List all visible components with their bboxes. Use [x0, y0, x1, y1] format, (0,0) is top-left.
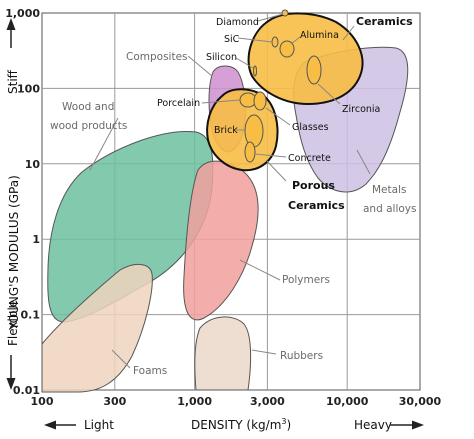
y-tick-label: 1,000 — [5, 7, 40, 20]
x-label-heavy: Heavy — [354, 418, 392, 432]
y-tick-label: 0.01 — [13, 384, 40, 397]
y-tick-labels: 0.01 0.1 1 10 100 1,000 — [5, 7, 40, 397]
leader-zirconia — [317, 83, 341, 105]
label-glasses: Glasses — [292, 122, 329, 133]
y-tick-label: 100 — [17, 82, 40, 95]
region-shapes — [41, 12, 409, 393]
leader-porcelain — [201, 99, 241, 104]
leader-porous — [265, 159, 287, 182]
label-wood-line2: wood products — [50, 120, 127, 132]
x-tick-label: 30,000 — [399, 395, 442, 408]
x-tick-label: 100 — [31, 395, 54, 408]
label-silicon: Silicon — [206, 52, 237, 63]
region-wood — [47, 131, 214, 323]
x-tick-label: 300 — [103, 395, 126, 408]
leader-glasses — [265, 107, 291, 126]
shape-alumina — [279, 40, 295, 58]
shape-diamond — [281, 9, 289, 17]
y-tick-label: 1 — [32, 233, 40, 246]
shape-brick — [244, 114, 264, 148]
label-alumina: Alumina — [300, 30, 339, 41]
x-tick-label: 10,000 — [326, 395, 369, 408]
x-tick-label: 3,000 — [250, 395, 285, 408]
leader-lines — [89, 13, 371, 369]
x-label-light: Light — [84, 418, 114, 432]
region-polymers — [183, 160, 259, 321]
x-axis-title-end: ) — [287, 418, 292, 432]
shape-concrete — [244, 141, 256, 163]
material-shapes — [239, 9, 322, 163]
label-brick: Brick — [214, 125, 238, 136]
shape-sic — [271, 36, 279, 48]
label-rubbers: Rubbers — [280, 350, 323, 362]
y-tick-label: 0.1 — [21, 309, 41, 322]
label-foams: Foams — [133, 365, 167, 377]
leader-silicon — [235, 57, 254, 69]
leader-diamond — [257, 13, 284, 22]
shape-glasses — [253, 91, 267, 111]
label-metals-line2: and alloys — [363, 203, 416, 215]
label-porous-line1: Porous — [292, 179, 335, 192]
leader-alumina — [290, 36, 301, 45]
label-porcelain: Porcelain — [157, 98, 200, 109]
x-tick-label: 1,000 — [177, 395, 212, 408]
shape-silicon — [253, 65, 257, 77]
label-metals-line1: Metals — [372, 184, 406, 196]
x-axis-title: DENSITY (kg/m3) — [191, 417, 291, 432]
leader-metals — [356, 149, 371, 175]
x-axis-title-sup: 3 — [281, 417, 286, 426]
label-diamond: Diamond — [216, 17, 259, 28]
leader-composites — [187, 55, 213, 77]
region-rubbers — [194, 316, 252, 391]
leader-ceramics — [342, 25, 355, 41]
label-polymers: Polymers — [282, 274, 330, 286]
y-label-stiff: Stiff — [6, 69, 20, 94]
label-sic: SiC — [224, 34, 240, 45]
y-axis-title: YOUNG'S MODULUS (GPa) — [7, 175, 21, 331]
label-concrete: Concrete — [288, 153, 331, 164]
region-ceramics — [247, 12, 364, 106]
y-label-flexible: Flexible — [6, 300, 20, 346]
label-wood-line1: Wood and — [62, 101, 114, 113]
leader-foams — [111, 349, 131, 369]
leader-polymers — [239, 259, 281, 281]
label-zirconia: Zirconia — [342, 104, 380, 115]
x-tick-labels: 100 300 1,000 3,000 10,000 30,000 — [31, 395, 442, 408]
leader-concrete — [254, 153, 287, 158]
label-composites: Composites — [126, 51, 188, 63]
label-ceramics: Ceramics — [356, 15, 413, 28]
shape-zirconia — [306, 55, 322, 85]
region-foams — [41, 264, 153, 393]
x-axis-title-text: DENSITY (kg/m — [191, 418, 281, 432]
y-tick-label: 10 — [25, 158, 41, 171]
label-porous-line2: Ceramics — [288, 199, 345, 212]
leader-rubbers — [251, 349, 277, 355]
leader-wood — [89, 117, 119, 171]
leader-sic — [237, 37, 273, 43]
